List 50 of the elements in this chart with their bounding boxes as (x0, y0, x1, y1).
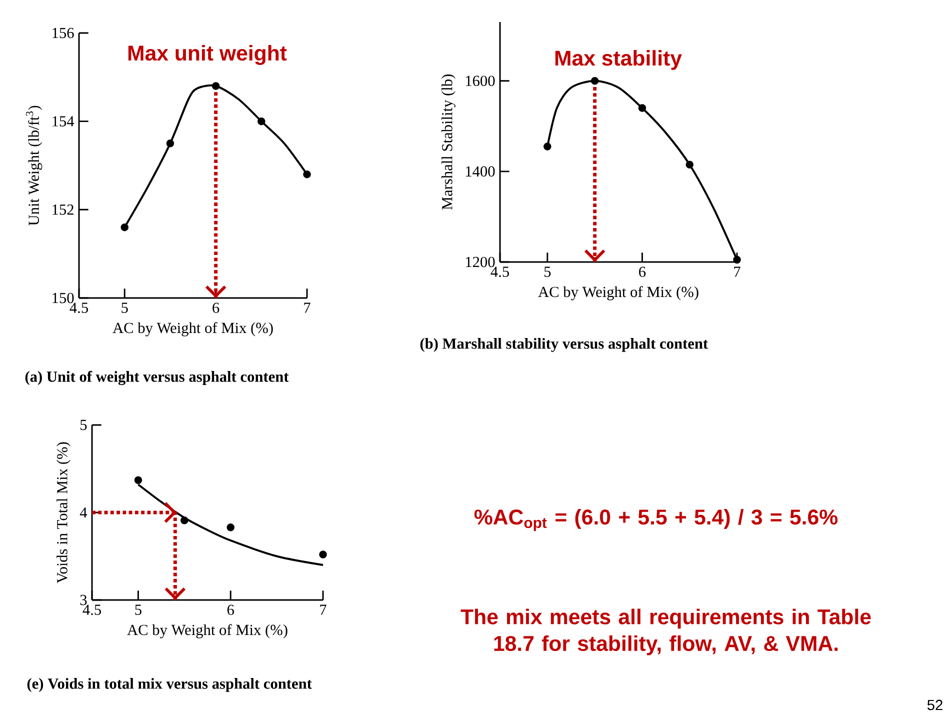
text: 52 (927, 700, 942, 710)
point (733, 256, 741, 264)
annotation: Max stability (555, 50, 682, 70)
x-tick-label: 7 (304, 302, 310, 313)
text: (e) Voids in total mix versus asphalt content (27, 678, 312, 692)
x-tick-label: 7 (320, 604, 326, 615)
point (686, 160, 694, 168)
text: (b) Marshall stability versus asphalt content (420, 338, 708, 352)
x-axis-title: AC by Weight of Mix (%) (538, 286, 698, 300)
text: The mix meets all requirements in Table 18.7 for stability, flow, AV, & VMA. (460, 608, 871, 656)
x-tick-label: 5 (135, 604, 142, 615)
x-tick-label: 4.5 (70, 302, 88, 313)
y-tick-label: 3 (80, 594, 87, 606)
x-tick-label: 5 (544, 266, 551, 277)
point (166, 140, 174, 148)
point (120, 223, 128, 232)
point (303, 170, 311, 178)
annotation: Max unit weight (128, 45, 287, 65)
y-tick-label: 1600 (466, 76, 495, 86)
y-axis-title: Marshall Stability (lb) (442, 74, 456, 210)
y-tick-label: 4 (80, 507, 88, 518)
point (180, 516, 188, 524)
point (590, 76, 599, 85)
x-tick-label: 7 (734, 266, 740, 277)
x-tick-label: 4.5 (490, 266, 509, 277)
y-tick-label: 1400 (466, 166, 495, 177)
y-tick-label: 150 (52, 292, 74, 304)
point (258, 117, 266, 126)
x-tick-label: 5 (122, 302, 128, 313)
text: (a) Unit of weight versus asphalt content (25, 370, 289, 386)
y-axis-title: Voids in Total Mix (%) (56, 442, 70, 584)
x-axis-title: AC by Weight of Mix (%) (112, 322, 273, 336)
x-tick-label: 6 (212, 302, 220, 313)
point (638, 104, 646, 112)
x-tick-label: 6 (639, 266, 646, 277)
x-tick-label: 4.5 (82, 604, 101, 615)
x-axis-title: AC by Weight of Mix (%) (127, 624, 288, 638)
y-tick-label: 5 (80, 420, 87, 430)
point (544, 142, 552, 150)
point (212, 82, 220, 90)
y-tick-label: 152 (52, 204, 74, 215)
y-tick-label: 1200 (466, 256, 495, 268)
y-axis-title: Unit Weight (lb/ft$^{3}$) (26, 106, 42, 226)
text: %AC$_{opt}$ = (6.0 + 5.5 + 5.4) / 3 = 5.6% (474, 508, 838, 531)
x-tick-label: 6 (227, 604, 234, 615)
y-tick-label: 156 (52, 28, 74, 38)
y-tick-label: 154 (52, 116, 74, 126)
point (134, 476, 142, 484)
point (319, 550, 327, 558)
point (226, 523, 234, 532)
